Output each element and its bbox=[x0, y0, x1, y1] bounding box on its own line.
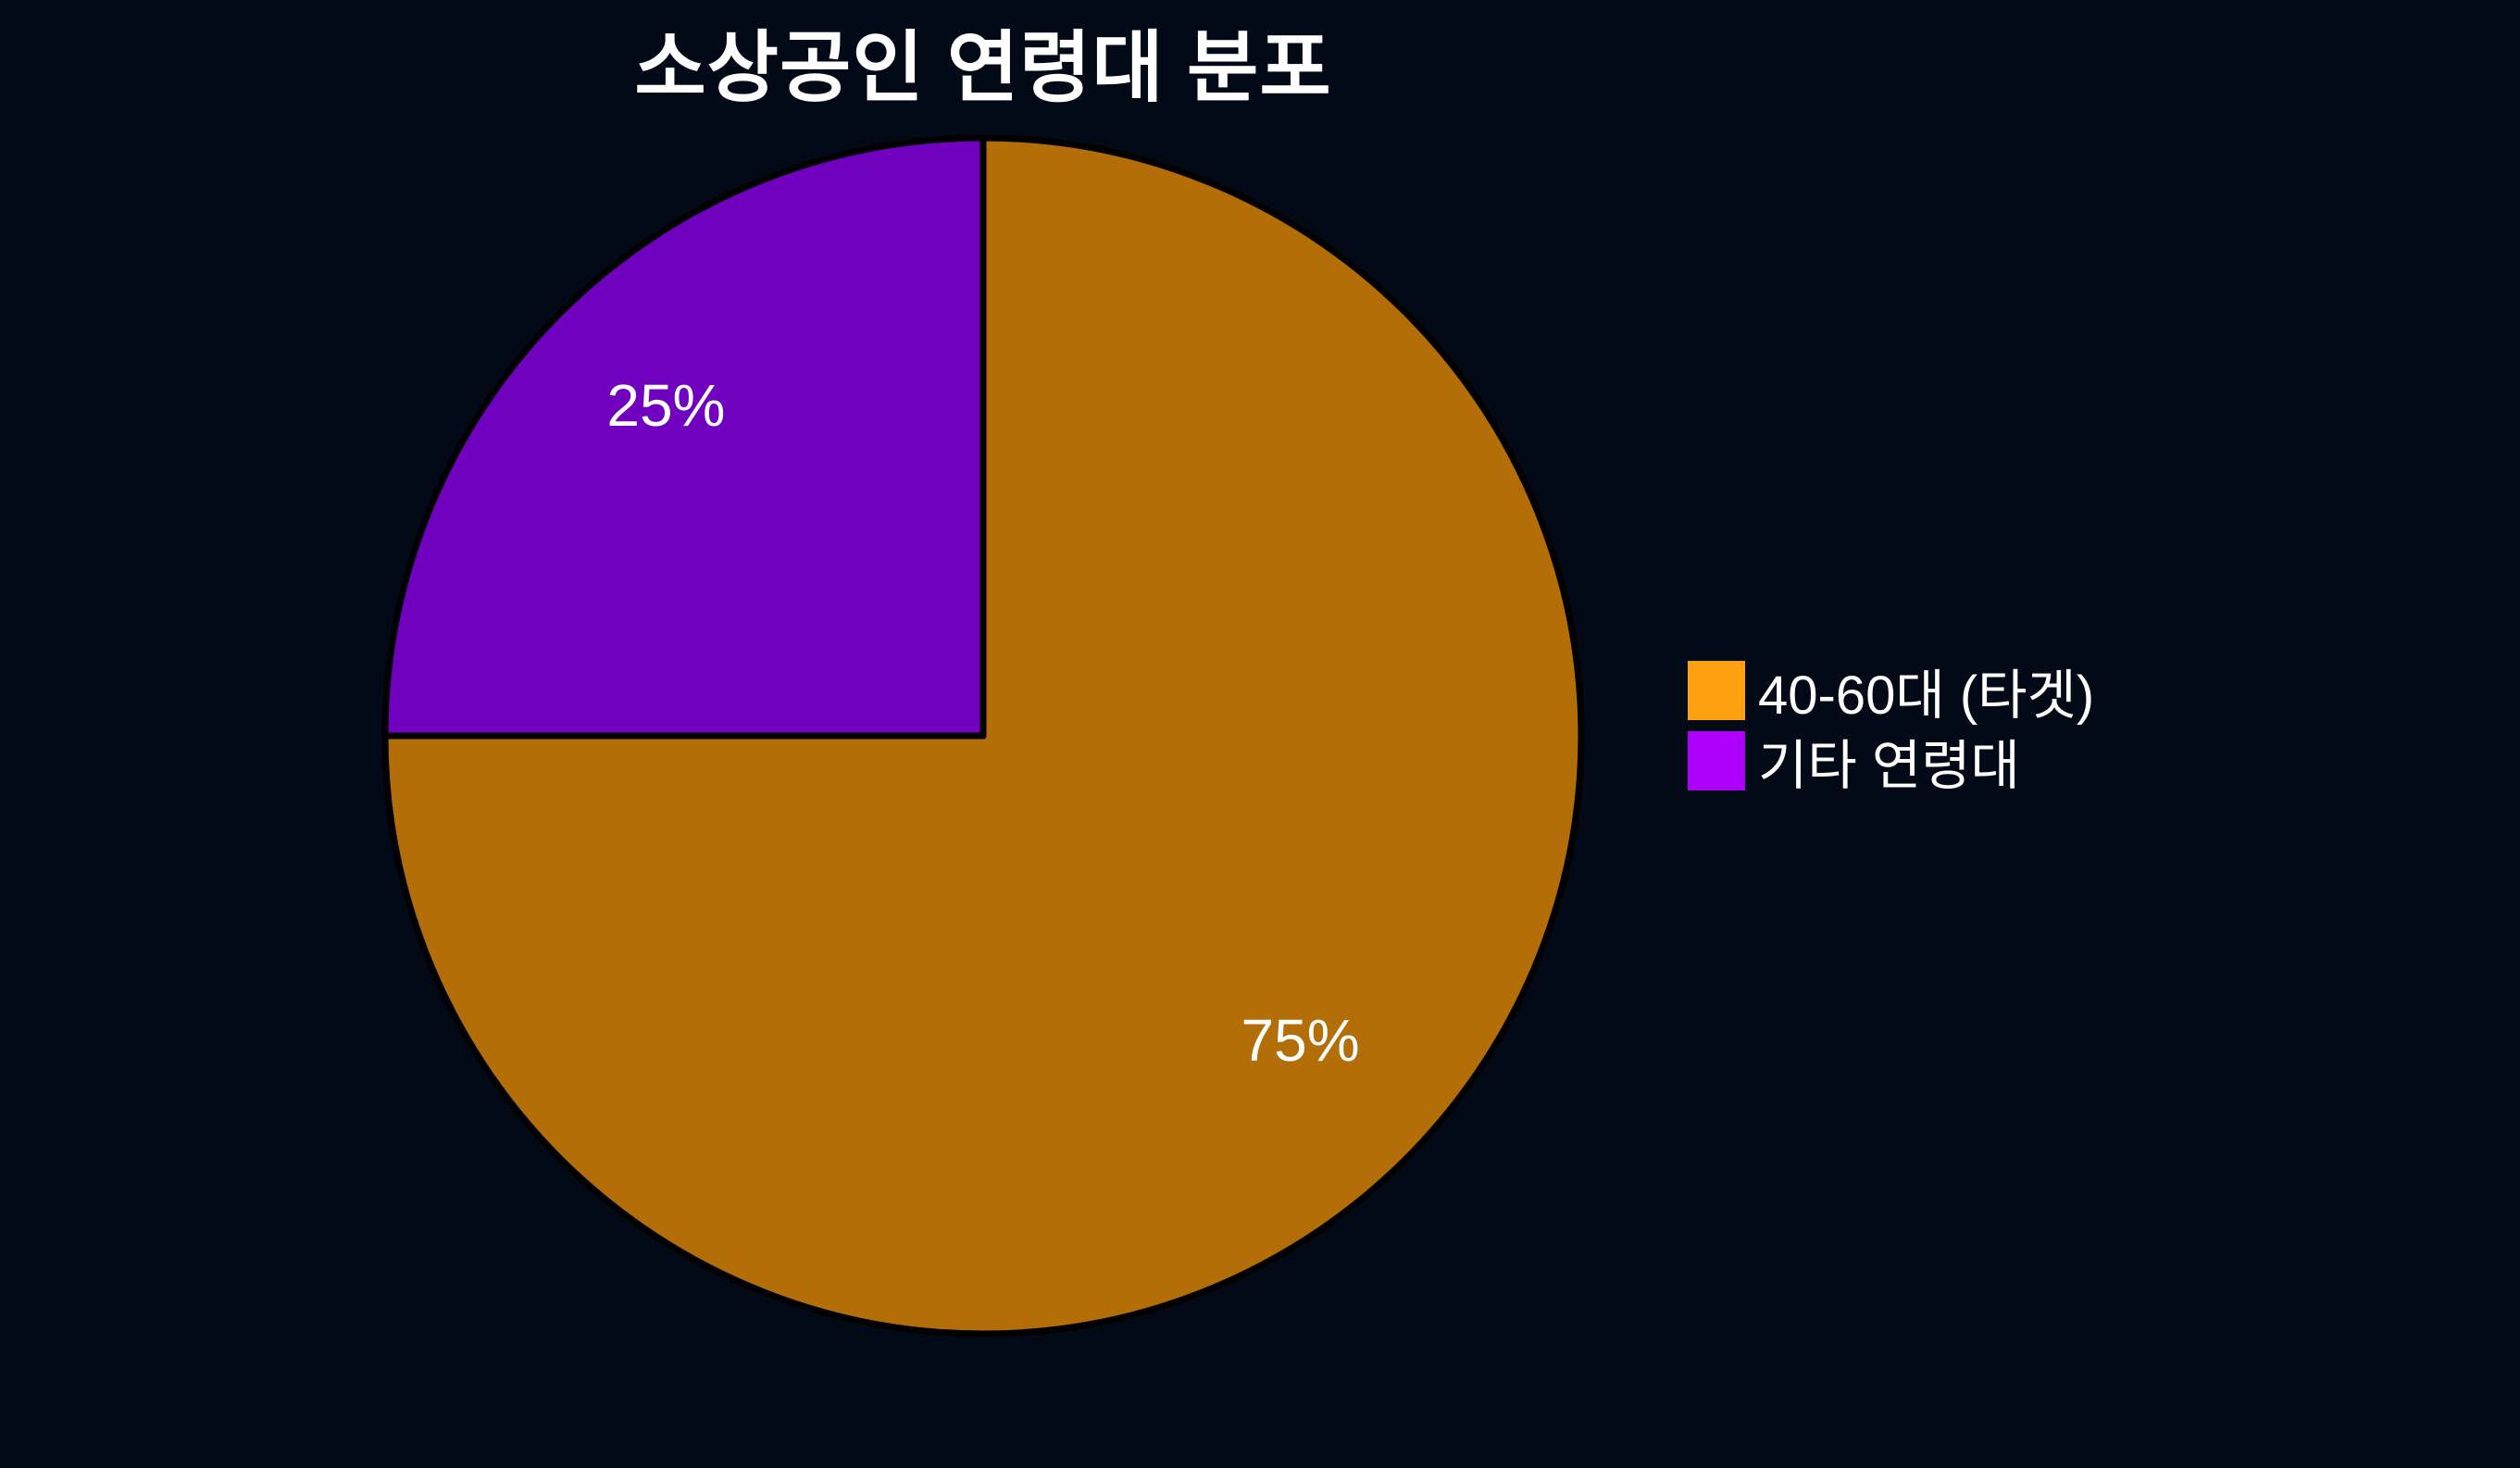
chart-title: 소상공인 연령대 분포 bbox=[634, 24, 1332, 111]
pie-percentage-label-1: 25% bbox=[606, 372, 726, 440]
legend-label-other: 기타 연령대 bbox=[1758, 736, 2020, 796]
pie-percentage-label-0: 75% bbox=[1241, 1006, 1360, 1074]
pie-slice-1 bbox=[381, 134, 987, 740]
legend-item-target: 40-60대 (타겟) bbox=[1688, 661, 2094, 726]
legend-swatch-orange bbox=[1688, 661, 1745, 720]
legend-swatch-purple bbox=[1688, 731, 1745, 790]
legend-item-other: 기타 연령대 bbox=[1688, 731, 2094, 796]
legend-label-target: 40-60대 (타겟) bbox=[1758, 666, 2095, 726]
legend: 40-60대 (타겟) 기타 연령대 bbox=[1688, 661, 2094, 796]
